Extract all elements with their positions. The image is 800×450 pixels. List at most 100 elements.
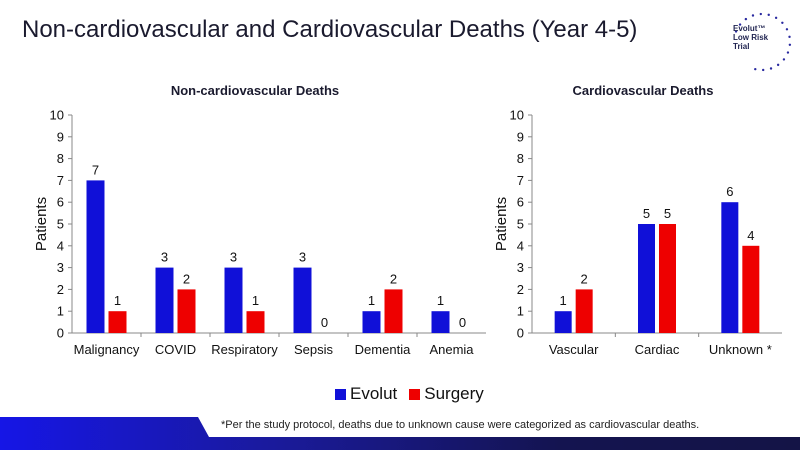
legend-item-evolut: Evolut (335, 384, 397, 404)
logo-dot (769, 67, 773, 70)
legend-label: Evolut (350, 384, 398, 403)
y-tick-label: 10 (510, 108, 524, 123)
logo-dot (774, 16, 778, 20)
legend-swatch-evolut (335, 388, 346, 400)
y-axis-label: Patients (493, 197, 510, 251)
data-label: 1 (368, 293, 375, 308)
y-tick-label: 4 (57, 238, 64, 253)
y-tick-label: 0 (57, 326, 64, 341)
data-label: 1 (560, 293, 567, 308)
logo-dot (738, 23, 742, 26)
x-tick-label: COVID (155, 342, 196, 357)
bar-surgery (659, 224, 676, 333)
bar-evolut (554, 311, 572, 333)
data-label: 5 (643, 206, 650, 221)
x-tick-label: Sepsis (294, 342, 334, 357)
data-label: 5 (664, 206, 671, 221)
y-tick-label: 3 (517, 260, 524, 275)
bar-evolut (431, 311, 450, 333)
legend-label: Surgery (424, 384, 484, 403)
legend-swatch-surgery (409, 388, 421, 400)
bar-evolut (638, 224, 655, 333)
data-label: 3 (299, 250, 306, 265)
chart-title: Cardiovascular Deaths (573, 83, 714, 98)
y-tick-label: 9 (57, 129, 64, 144)
logo-dot (754, 67, 757, 71)
y-axis-label: Patients (33, 197, 50, 251)
y-tick-label: 8 (517, 151, 524, 166)
logo-dot (788, 43, 792, 46)
data-label: 1 (114, 293, 121, 308)
data-label: 2 (581, 271, 588, 286)
y-tick-label: 3 (57, 260, 64, 275)
trial-logo-text: Evolut™ Low Risk Trial (733, 24, 773, 51)
logo-dot (785, 28, 789, 31)
logo-dot (786, 51, 790, 54)
y-tick-label: 10 (50, 108, 64, 123)
data-label: 3 (230, 250, 237, 265)
x-tick-label: Malignancy (74, 342, 140, 357)
logo-line: Evolut™ (733, 24, 766, 33)
x-tick-label: Dementia (355, 342, 411, 357)
logo-dot (781, 21, 784, 24)
logo-dot (761, 68, 765, 72)
charts-canvas: Non-cardiovascular DeathsPatients0123456… (33, 83, 782, 357)
y-tick-label: 0 (517, 326, 524, 341)
y-tick-label: 1 (57, 304, 64, 319)
data-label: 2 (390, 271, 397, 286)
data-label: 7 (92, 162, 99, 177)
y-tick-label: 4 (517, 238, 524, 253)
bar-evolut (293, 267, 312, 333)
bar-evolut (721, 202, 739, 333)
page-title: Non-cardiovascular and Cardiovascular De… (22, 16, 638, 43)
y-tick-label: 7 (517, 173, 524, 188)
y-tick-label: 6 (57, 195, 64, 210)
x-tick-label: Vascular (549, 342, 599, 357)
legend-item-surgery: Surgery (409, 384, 484, 404)
logo-dot (767, 13, 770, 17)
y-tick-label: 5 (517, 217, 524, 232)
data-label: 0 (459, 315, 466, 330)
x-tick-label: Respiratory (211, 342, 278, 357)
x-tick-label: Anemia (429, 342, 474, 357)
bar-evolut (224, 267, 243, 333)
data-label: 6 (726, 184, 733, 199)
bar-surgery (177, 289, 196, 333)
y-tick-label: 2 (517, 282, 524, 297)
y-tick-label: 9 (517, 129, 524, 144)
x-tick-label: Cardiac (635, 342, 680, 357)
footnote: *Per the study protocol, deaths due to u… (221, 419, 700, 431)
x-tick-label: Unknown * (709, 342, 772, 357)
y-tick-label: 8 (57, 151, 64, 166)
bar-surgery (246, 311, 265, 333)
footer-band: *Per the study protocol, deaths due to u… (0, 417, 800, 450)
data-label: 0 (321, 315, 328, 330)
logo-line: Trial (733, 42, 750, 51)
y-tick-label: 1 (517, 304, 524, 319)
chart-legend: Evolut Surgery (335, 384, 484, 404)
logo-dot (744, 17, 748, 21)
logo-dot (759, 12, 763, 16)
logo-dot (782, 58, 786, 61)
y-tick-label: 2 (57, 282, 64, 297)
bar-evolut (155, 267, 174, 333)
logo-dot (734, 30, 738, 33)
y-tick-label: 6 (517, 195, 524, 210)
bar-surgery (575, 289, 593, 333)
bar-evolut (362, 311, 381, 333)
data-label: 4 (747, 228, 754, 243)
logo-dot (751, 14, 755, 17)
bar-surgery (384, 289, 403, 333)
data-label: 1 (252, 293, 259, 308)
footer-note-area (198, 417, 800, 437)
bar-evolut (86, 180, 105, 333)
data-label: 3 (161, 250, 168, 265)
chart-title: Non-cardiovascular Deaths (171, 83, 339, 98)
trial-logo-icon (734, 12, 792, 72)
bar-surgery (742, 245, 760, 333)
y-tick-label: 7 (57, 173, 64, 188)
data-label: 1 (437, 293, 444, 308)
logo-dot (776, 63, 780, 67)
logo-dot (788, 35, 791, 39)
data-label: 2 (183, 271, 190, 286)
